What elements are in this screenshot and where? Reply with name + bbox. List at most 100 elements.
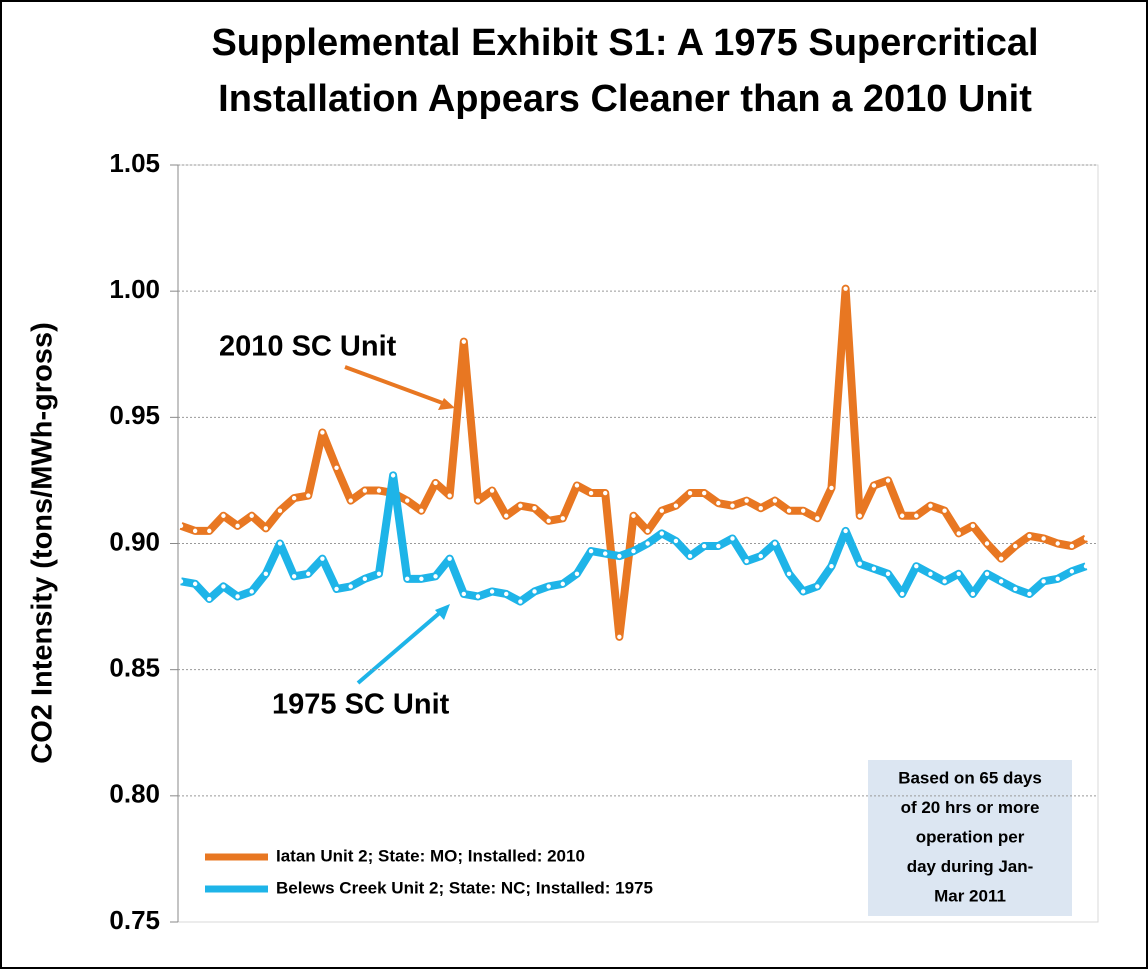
note-text: of 20 hrs or more [901,798,1040,817]
arrow-head [435,604,450,620]
data-point [560,581,565,587]
data-point [829,485,834,491]
data-point [419,576,424,582]
data-point [306,571,311,576]
data-point [221,584,226,589]
data-point [277,508,283,513]
data-point [758,553,763,559]
data-point [744,558,749,564]
data-point [970,523,976,529]
chart-title: Supplemental Exhibit S1: A 1975 Supercri… [211,22,1038,64]
data-point [560,516,565,521]
y-tick-label: 0.80 [109,779,160,809]
data-point [447,556,452,561]
arrow [344,365,449,407]
data-point [687,490,693,496]
data-point [489,488,495,493]
y-tick-label: 1.00 [109,274,160,304]
data-point [730,503,735,508]
data-point [376,488,382,493]
data-point [815,584,820,589]
data-point [885,478,891,483]
data-point [461,591,467,597]
data-point [546,584,551,589]
y-tick-label: 1.05 [109,148,160,178]
data-point [914,513,919,518]
data-point [645,541,650,546]
data-point [970,591,976,597]
data-point [984,571,990,576]
data-point [998,556,1004,561]
data-point [603,490,608,496]
data-point [504,591,509,597]
data-point [885,571,891,576]
data-point [800,508,806,513]
note-box [868,760,1072,916]
data-point [702,490,707,496]
data-point [263,571,269,576]
data-point [603,551,608,556]
data-point [588,490,594,496]
data-point [1041,536,1046,541]
data-point [221,513,226,518]
data-point [914,564,919,569]
data-point [475,594,481,599]
legend-label: Iatan Unit 2; State: MO; Installed: 2010 [276,846,585,865]
data-point [928,503,933,508]
annotation: 1975 SC Unit [272,689,450,721]
data-point [716,543,721,549]
data-point [1027,591,1032,597]
data-point [405,498,410,503]
data-point [306,493,311,498]
data-point [843,528,848,534]
data-point [659,531,664,536]
data-point [1069,569,1075,574]
arrow-head [438,398,455,410]
chart-title: Installation Appears Cleaner than a 2010… [218,78,1032,120]
data-point [277,541,283,546]
y-tick-label: 0.90 [109,526,160,556]
data-point [617,634,622,640]
data-point [942,579,947,584]
data-point [758,505,763,511]
data-point [673,538,679,544]
note-text: Mar 2011 [934,886,1006,905]
data-point [461,339,467,344]
data-point [631,548,636,554]
data-point [291,574,297,579]
y-tick-label: 0.85 [109,653,160,683]
data-point [1083,564,1089,569]
data-point [928,571,933,576]
data-point [334,586,339,592]
data-point [362,488,368,493]
data-point [772,541,778,546]
data-point [390,473,396,478]
data-point [178,579,184,584]
data-point [475,498,481,503]
data-point [291,495,297,501]
data-point [702,543,707,549]
note-text: day during Jan- [907,857,1034,876]
data-point [376,571,382,576]
data-point [546,518,551,523]
data-point [574,571,580,576]
data-point [433,480,438,486]
data-point [1013,586,1018,592]
data-point [362,576,368,582]
data-point [899,513,905,518]
data-point [716,500,721,506]
data-point [815,516,820,521]
data-point [320,556,325,561]
data-point [207,528,212,534]
data-point [942,508,947,513]
data-point [998,579,1004,584]
data-point [645,528,650,534]
data-point [433,574,438,579]
data-point [786,508,792,513]
data-point [687,553,693,559]
data-point [235,594,240,599]
data-point [829,564,834,569]
data-point [1069,543,1075,549]
note-text: Based on 65 days [898,768,1042,787]
